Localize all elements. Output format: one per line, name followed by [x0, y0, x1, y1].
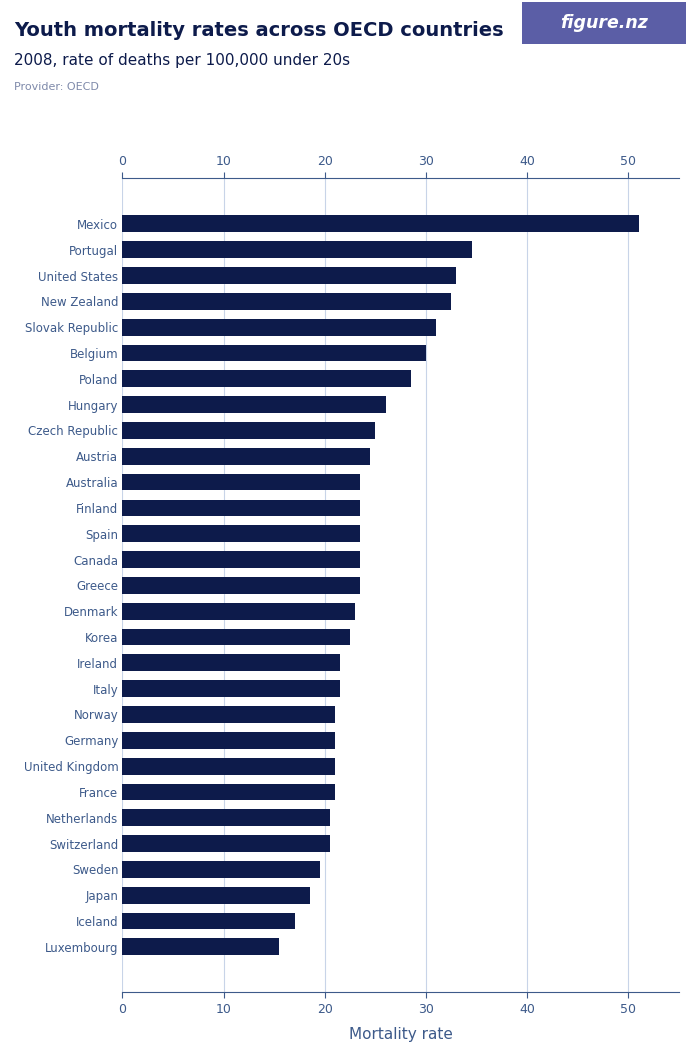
Bar: [122, 293, 452, 310]
Bar: [122, 810, 330, 826]
X-axis label: Mortality rate: Mortality rate: [349, 1027, 453, 1042]
Bar: [122, 474, 360, 490]
Text: Youth mortality rates across OECD countries: Youth mortality rates across OECD countr…: [14, 21, 503, 40]
Bar: [122, 319, 436, 336]
Bar: [122, 500, 360, 517]
Bar: [122, 422, 375, 439]
Bar: [122, 578, 360, 593]
Text: figure.nz: figure.nz: [560, 14, 648, 33]
Bar: [122, 783, 335, 800]
Bar: [122, 629, 350, 646]
Text: Provider: OECD: Provider: OECD: [14, 82, 99, 92]
Bar: [122, 215, 638, 232]
Bar: [122, 603, 355, 620]
Bar: [122, 758, 335, 775]
Bar: [122, 242, 472, 258]
Bar: [122, 654, 340, 671]
Bar: [122, 732, 335, 749]
Bar: [122, 706, 335, 722]
Bar: [122, 448, 370, 465]
Bar: [122, 912, 295, 929]
Bar: [122, 396, 386, 413]
Bar: [122, 939, 279, 956]
Bar: [122, 267, 456, 284]
Text: 2008, rate of deaths per 100,000 under 20s: 2008, rate of deaths per 100,000 under 2…: [14, 52, 350, 67]
Bar: [122, 371, 411, 387]
Bar: [122, 680, 340, 697]
Bar: [122, 887, 309, 904]
Bar: [122, 344, 426, 361]
Bar: [122, 835, 330, 852]
Bar: [122, 525, 360, 542]
Bar: [122, 861, 320, 878]
Bar: [122, 551, 360, 568]
